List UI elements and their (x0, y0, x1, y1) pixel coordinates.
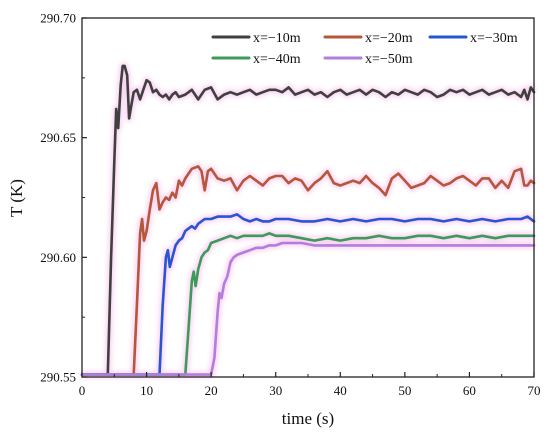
series-line-5 (80, 241, 536, 376)
x-tick-label: 60 (463, 383, 476, 398)
x-tick-label: 20 (205, 383, 218, 398)
series-glow (82, 162, 537, 379)
x-tick-label: 70 (528, 383, 541, 398)
x-tick-label: 40 (334, 383, 347, 398)
y-axis-title: T (K) (7, 179, 26, 217)
series-line-2 (80, 165, 536, 376)
x-tick-label: 50 (398, 383, 411, 398)
legend-label: x=−50m (365, 52, 413, 67)
y-tick-label: 290.60 (40, 250, 76, 265)
x-tick-label: 0 (79, 383, 86, 398)
x-axis-title: time (s) (282, 409, 334, 428)
x-tick-label: 30 (269, 383, 282, 398)
axes-layer: 0 10 20 30 40 50 60 70 290.55 290.60 290.65 290.70 (40, 11, 540, 399)
legend: x=−10m x=−20m x=−30m x=−40m x=−50m (211, 31, 518, 67)
legend-label: x=−40m (253, 52, 301, 67)
y-tick-label: 290.70 (40, 11, 76, 26)
legend-label: x=−30m (470, 31, 518, 46)
series-glow (82, 229, 534, 379)
series-line-4 (80, 232, 536, 376)
series-line-3 (80, 213, 536, 376)
legend-label: x=−20m (365, 31, 413, 46)
series-line-1 (80, 64, 536, 376)
y-tick-label: 290.65 (40, 130, 76, 145)
legend-label: x=−10m (253, 31, 301, 46)
series-glow (82, 239, 534, 379)
series-layer (80, 64, 536, 376)
y-tick-label: 290.55 (40, 370, 76, 385)
x-tick-label: 10 (140, 383, 153, 398)
